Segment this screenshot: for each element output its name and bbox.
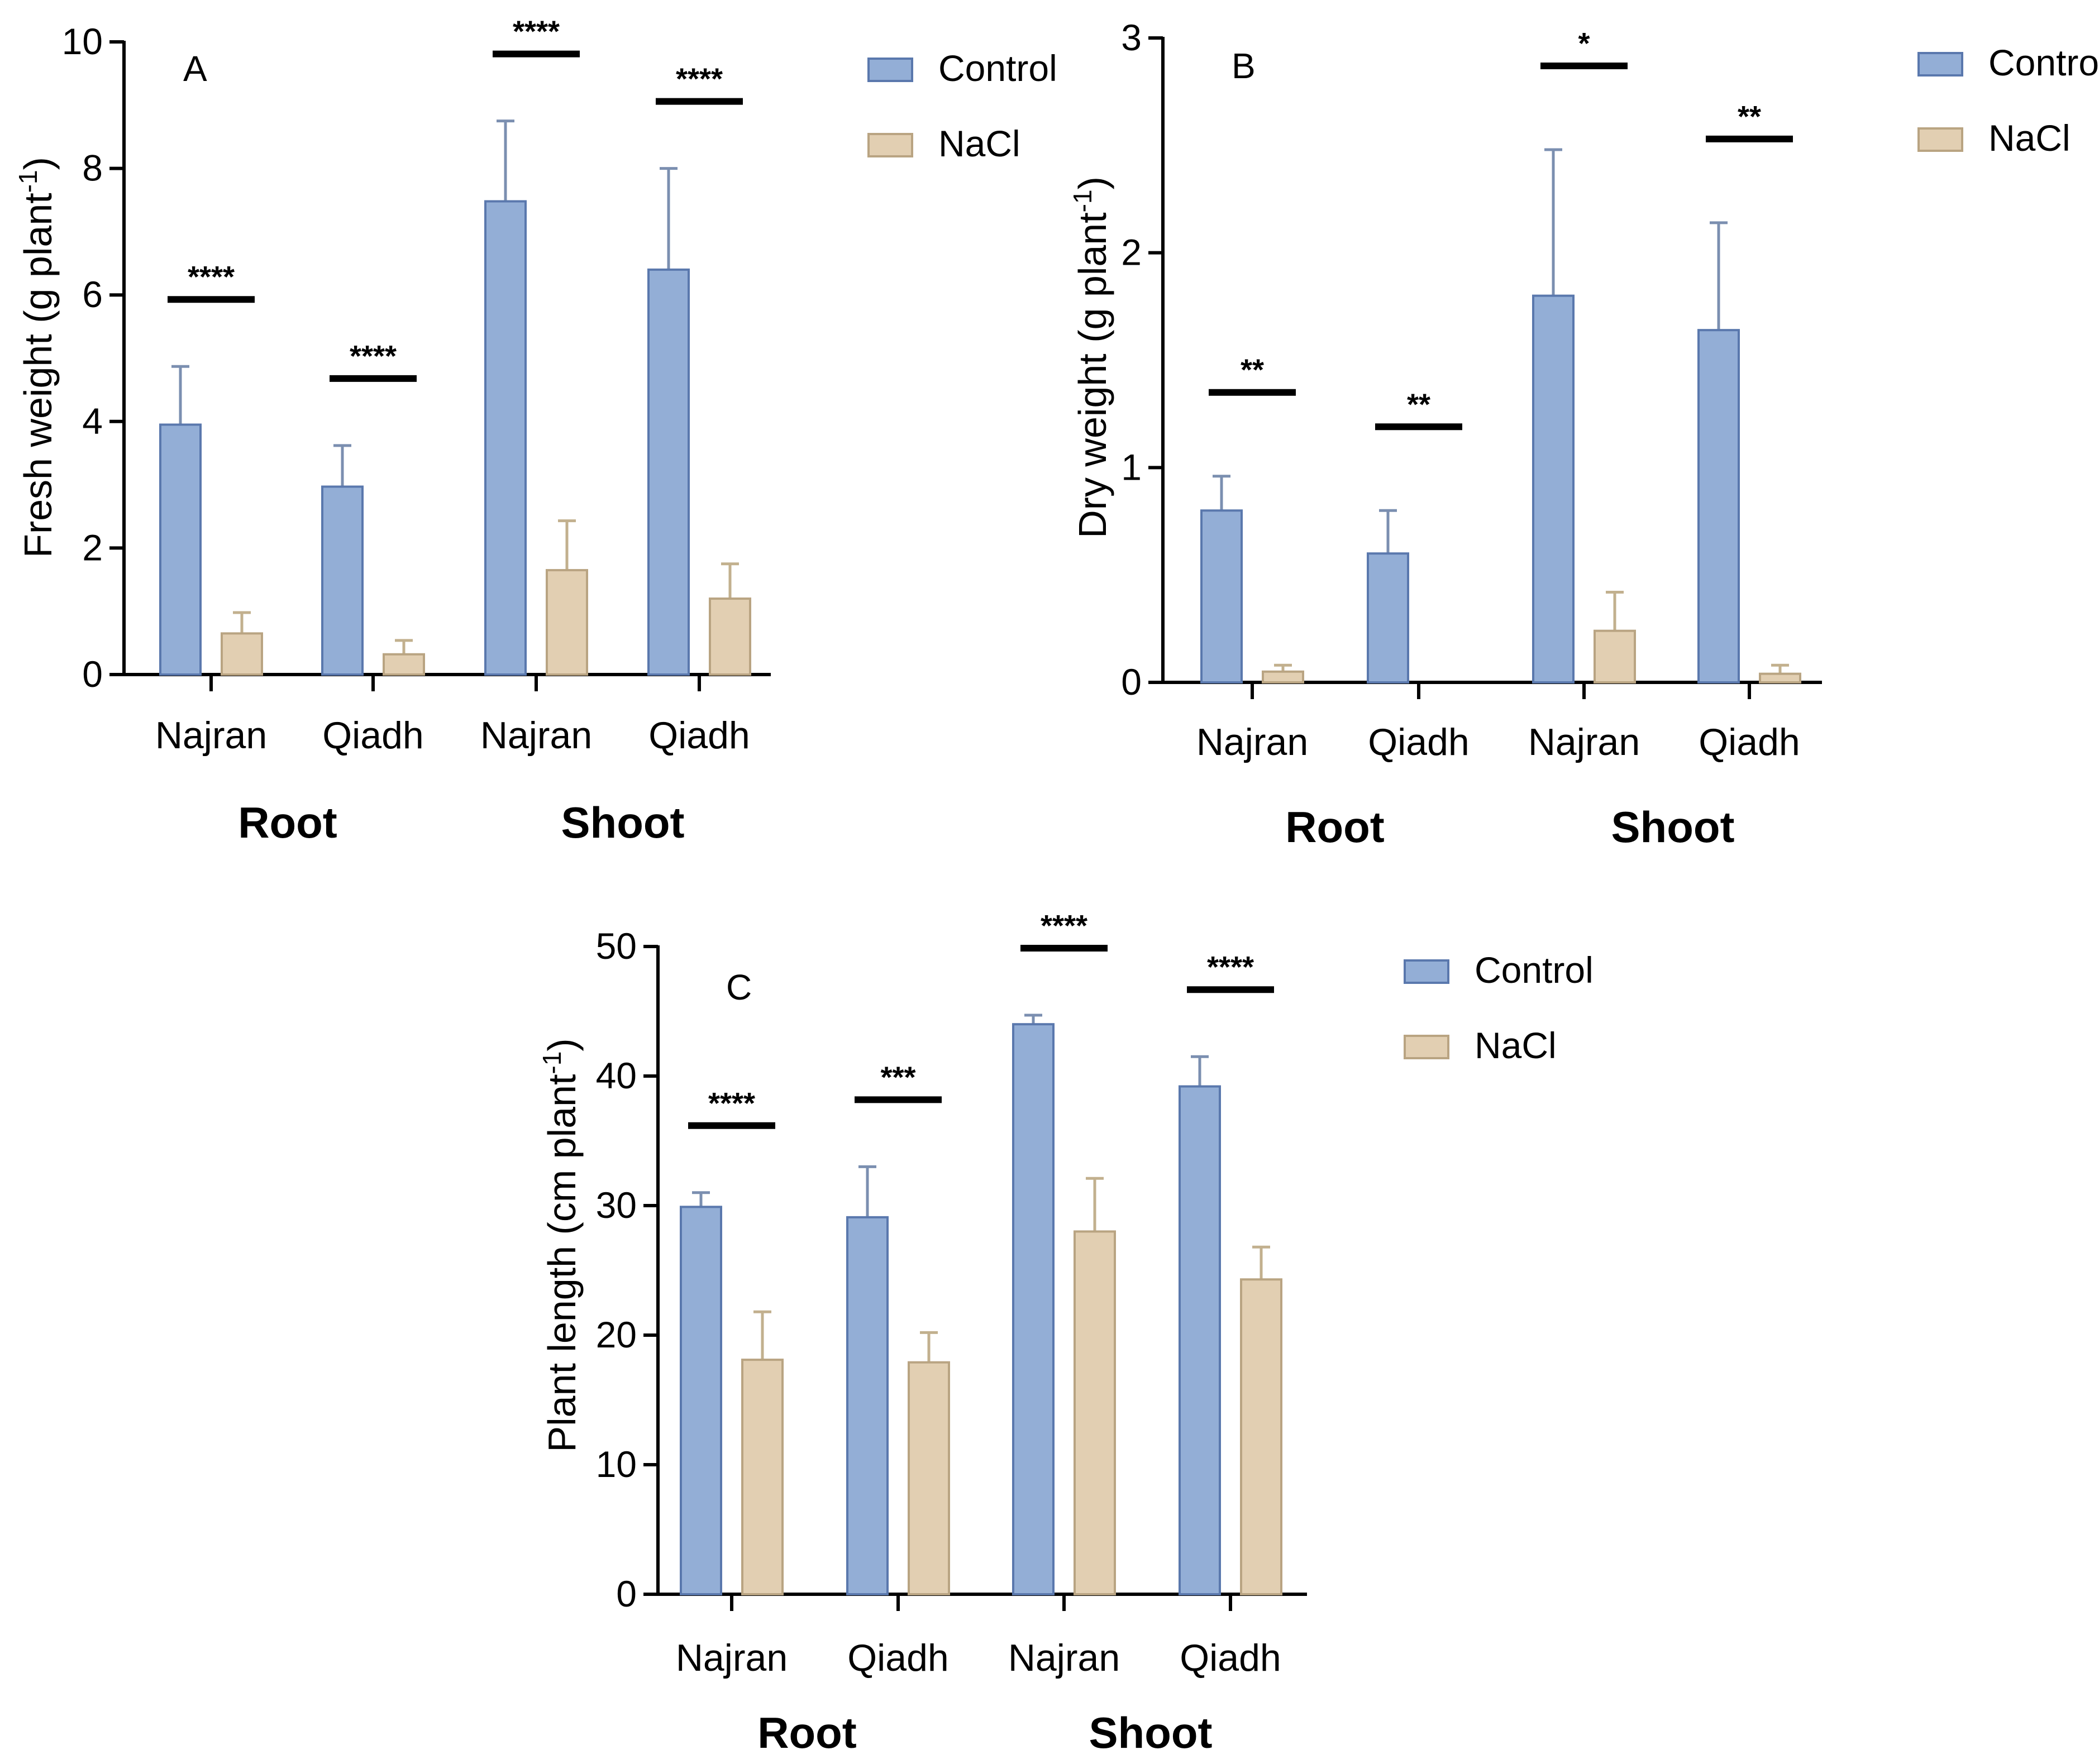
significance-label: *: [1578, 27, 1590, 60]
bar-control: [846, 1216, 889, 1595]
x-tick-label: Qiadh: [648, 714, 750, 757]
legend-swatch-control: [1404, 959, 1449, 984]
bar-control: [1697, 329, 1740, 683]
y-tick-label: 0: [82, 653, 103, 695]
x-tick-label: Najran: [1008, 1637, 1120, 1679]
x-tick-label: Najran: [480, 714, 592, 757]
x-tick-label: Qiadh: [1699, 721, 1800, 763]
chart-panel-b: 0 1 2 3 Dry weight (g plant-1) B Najran ** Qiadh…: [1068, 17, 2099, 852]
bar-control: [647, 268, 690, 676]
legend-label: Control: [1475, 949, 1594, 991]
bar-nacl: [546, 569, 588, 676]
bar-nacl: [1594, 629, 1636, 684]
panel-letter: B: [1232, 46, 1256, 86]
significance-label: **: [1241, 353, 1264, 387]
bar-nacl: [709, 597, 751, 676]
legend-swatch-nacl: [867, 133, 913, 157]
legend-swatch-nacl: [1917, 127, 1963, 152]
y-tick-label: 0: [616, 1573, 637, 1614]
y-tick-label: 8: [82, 147, 103, 189]
y-tick-label: 2: [82, 527, 103, 568]
y-tick-label: 4: [82, 400, 103, 442]
significance-label: ****: [708, 1087, 755, 1120]
bar-control: [484, 200, 527, 676]
y-axis-label: Fresh weight (g plant-1): [13, 157, 60, 558]
y-tick-label: 2: [1121, 232, 1142, 273]
x-tick-label: Qiadh: [322, 714, 423, 757]
x-tick-label: Najran: [155, 714, 267, 757]
x-tick-label: Qiadh: [1180, 1637, 1281, 1679]
y-tick-label: 10: [62, 21, 103, 62]
significance-label: ****: [1041, 909, 1087, 943]
bar-nacl: [221, 632, 263, 676]
group-label-root: Root: [757, 1708, 857, 1757]
group-label-root: Root: [238, 798, 337, 847]
significance-label: ****: [188, 260, 235, 294]
bar-control: [159, 423, 202, 676]
bar-control: [1532, 294, 1575, 683]
legend-label: Control: [1988, 42, 2099, 83]
x-tick-label: Najran: [676, 1637, 788, 1679]
x-tick-label: Najran: [1196, 721, 1308, 763]
bar-nacl: [908, 1361, 950, 1595]
significance-label: ****: [1207, 950, 1254, 984]
y-axis-label: Dry weight (g plant-1): [1068, 176, 1114, 538]
x-tick-label: Qiadh: [1368, 721, 1469, 763]
chart-panel-a: 0 2 4 6 8 10 Fresh weight (g plant-1) A Najran **…: [13, 15, 1057, 847]
bar-control: [680, 1206, 722, 1596]
y-tick-label: 50: [596, 925, 637, 967]
y-tick-label: 40: [596, 1055, 637, 1096]
bar-control: [1179, 1085, 1221, 1596]
y-tick-label: 6: [82, 274, 103, 315]
group-label-root: Root: [1285, 802, 1385, 852]
bar-control: [1012, 1023, 1055, 1595]
bar-nacl: [1759, 672, 1801, 683]
legend-swatch-control: [1917, 52, 1963, 77]
group-label-shoot: Shoot: [1611, 802, 1735, 852]
y-tick-label: 1: [1121, 446, 1142, 487]
legend-swatch-control: [867, 58, 913, 82]
group-label-shoot: Shoot: [561, 798, 685, 847]
group-label-shoot: Shoot: [1089, 1708, 1213, 1757]
bar-nacl: [1240, 1278, 1282, 1595]
y-axis-label: Plant length (cm plant-1): [537, 1038, 584, 1452]
y-tick-label: 0: [1121, 661, 1142, 702]
bar-nacl: [1074, 1230, 1116, 1595]
significance-label: ****: [676, 63, 723, 96]
bar-nacl: [741, 1359, 784, 1596]
panel-letter: C: [726, 967, 752, 1007]
bar-nacl: [383, 653, 425, 676]
significance-label: **: [1407, 388, 1430, 421]
legend-label: NaCl: [938, 123, 1020, 164]
bar-control: [321, 485, 364, 676]
y-tick-label: 3: [1121, 17, 1142, 58]
legend-label: NaCl: [1475, 1025, 1557, 1066]
y-tick-label: 20: [596, 1314, 637, 1355]
significance-label: ****: [513, 15, 560, 49]
bar-control: [1367, 552, 1409, 684]
bar-nacl: [1262, 670, 1304, 684]
x-tick-label: Najran: [1528, 721, 1640, 763]
panel-letter: A: [183, 49, 207, 89]
x-tick-label: Qiadh: [847, 1637, 948, 1679]
chart-panel-c: 0 10 20 30 40 50 Plant length (cm plant-1) C Naj…: [537, 909, 1594, 1757]
legend-label: Control: [938, 47, 1057, 89]
bar-control: [1200, 509, 1243, 683]
significance-label: **: [1738, 100, 1761, 133]
y-tick-label: 30: [596, 1184, 637, 1226]
legend-label: NaCl: [1988, 117, 2071, 159]
legend-swatch-nacl: [1404, 1035, 1449, 1059]
significance-label: ***: [880, 1060, 915, 1094]
significance-label: ****: [350, 340, 397, 373]
y-tick-label: 10: [596, 1443, 637, 1485]
